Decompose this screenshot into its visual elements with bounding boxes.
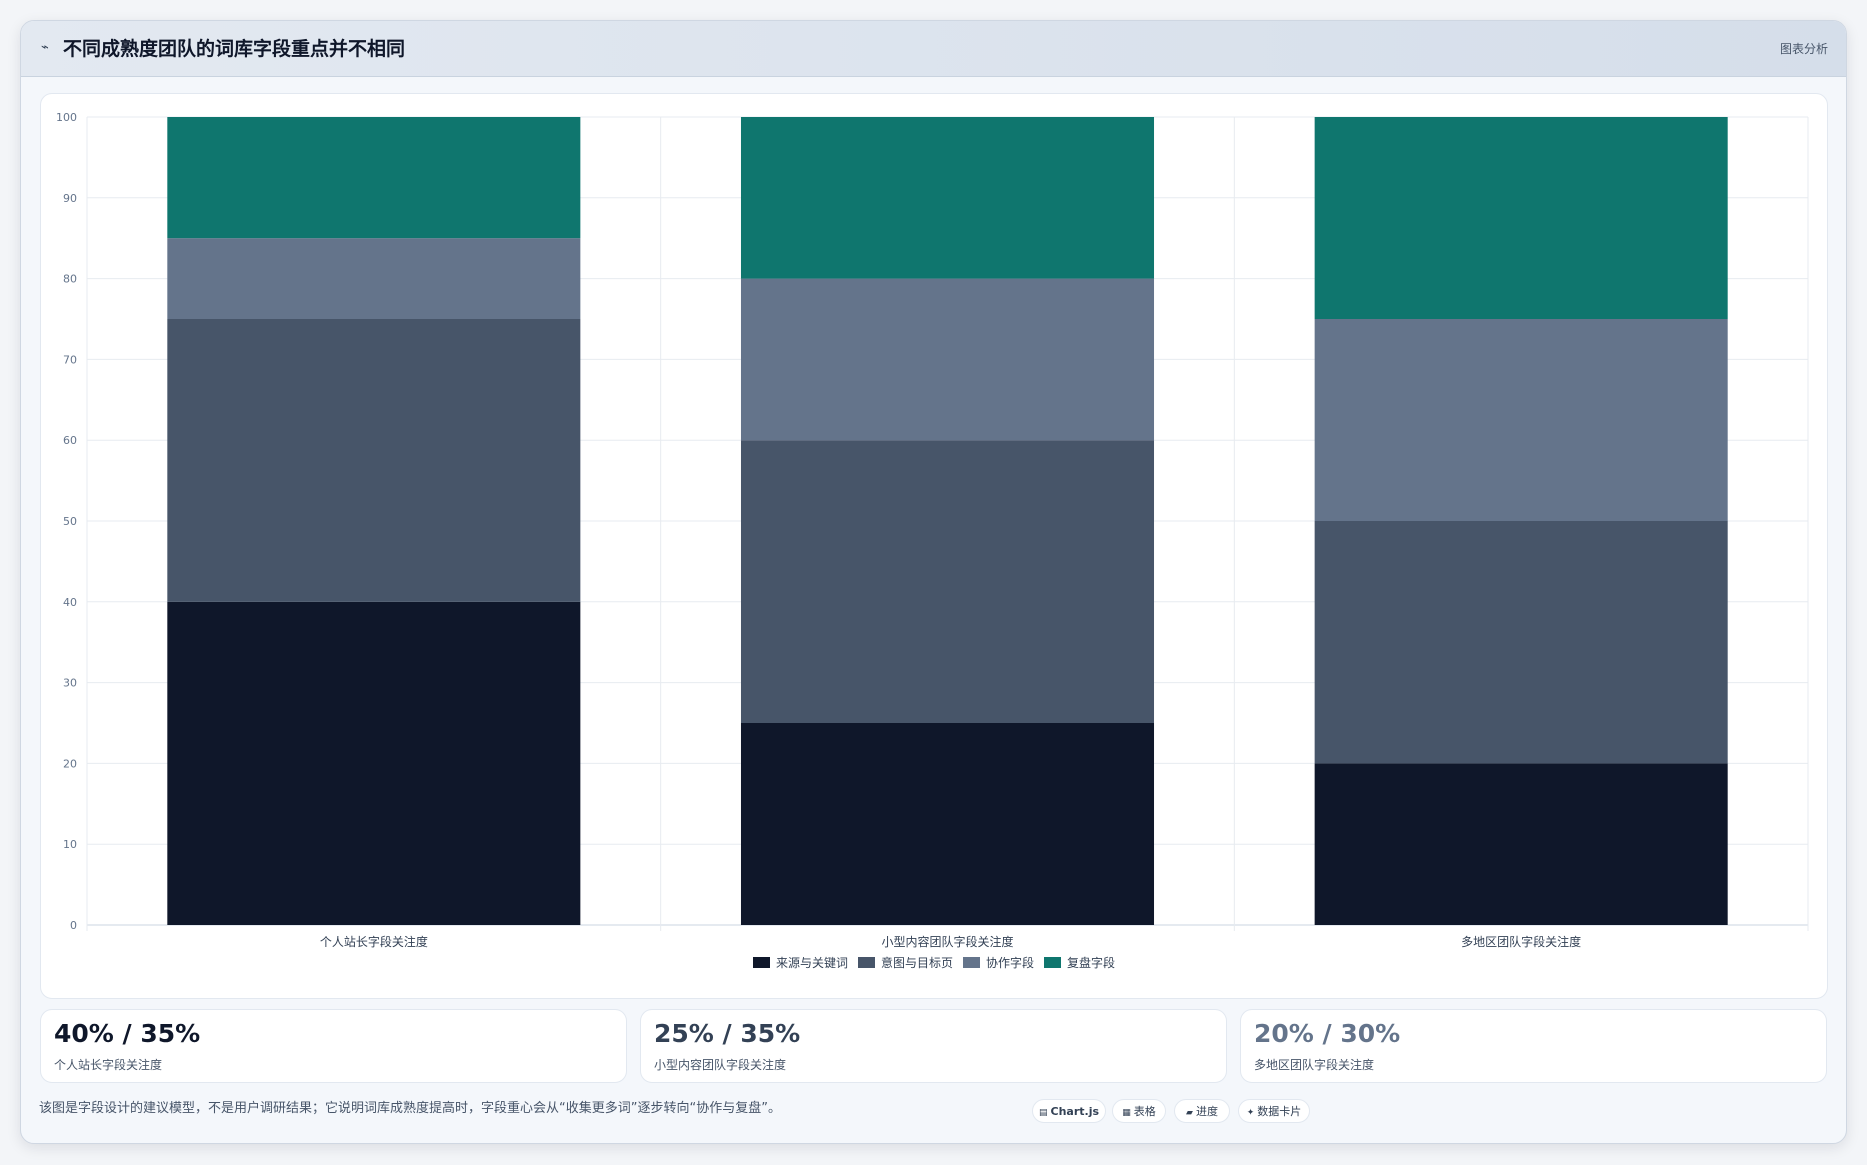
- y-tick-label: 30: [63, 677, 77, 690]
- bar-segment: [740, 723, 1155, 925]
- stat-value: 25% / 35%: [654, 1019, 801, 1048]
- legend-swatch: [857, 957, 875, 968]
- pill-label: 进度: [1195, 1105, 1218, 1118]
- y-tick-label: 60: [63, 434, 77, 447]
- trend-icon: ⌁: [41, 40, 49, 55]
- stat-card-solo: 40% / 35% 个人站长字段关注度: [40, 1009, 627, 1083]
- stat-card-multi-region: 20% / 30% 多地区团队字段关注度: [1240, 1009, 1827, 1083]
- legend-swatch: [963, 957, 980, 968]
- bar-segment: [167, 319, 581, 602]
- chart-card: 0 10 20 30 40 50 60 70 80 90 100 个人站长字段关注度 小型内容团队字段关…: [40, 93, 1828, 999]
- x-tick-label: 个人站长字段关注度: [320, 934, 428, 949]
- bar-segment: [167, 601, 581, 925]
- y-tick-label: 100: [56, 111, 77, 124]
- stat-value: 20% / 30%: [1254, 1019, 1401, 1048]
- table-icon: ▦: [1122, 1108, 1131, 1118]
- header-bar: ⌁ 不同成熟度团队的词库字段重点并不相同 图表分析: [21, 21, 1846, 77]
- chart-analysis-label: 图表分析: [1779, 42, 1828, 56]
- bar-segment: [1314, 319, 1728, 521]
- pill-label: 表格: [1133, 1105, 1156, 1118]
- pill-data-cards[interactable]: ✦ 数据卡片: [1238, 1099, 1310, 1123]
- stat-card-small-team: 25% / 35% 小型内容团队字段关注度: [640, 1009, 1227, 1083]
- legend-item[interactable]: 协作字段: [963, 954, 1034, 971]
- y-tick-label: 0: [70, 919, 77, 932]
- stat-label: 个人站长字段关注度: [54, 1058, 163, 1072]
- legend-item[interactable]: 来源与关键词: [752, 954, 848, 971]
- pill-label: Chart.js: [1050, 1105, 1100, 1118]
- x-tick-label: 小型内容团队字段关注度: [881, 934, 1013, 949]
- bar-segment: [1314, 763, 1728, 925]
- bar-segment: [167, 238, 581, 319]
- legend-label: 协作字段: [986, 956, 1035, 970]
- legend-label: 来源与关键词: [775, 956, 848, 970]
- y-tick-label: 50: [63, 515, 77, 528]
- pill-table[interactable]: ▦ 表格: [1112, 1099, 1166, 1123]
- y-tick-label: 70: [63, 353, 77, 366]
- stat-label: 小型内容团队字段关注度: [654, 1058, 787, 1072]
- bar-segment: [167, 117, 581, 239]
- footer-note: 该图是字段设计的建议模型，不是用户调研结果；它说明词库成熟度提高时，字段重心会从…: [39, 1101, 781, 1116]
- y-tick-label: 80: [63, 273, 77, 286]
- stat-value: 40% / 35%: [54, 1019, 201, 1048]
- bar-segment: [740, 117, 1155, 279]
- stat-label: 多地区团队字段关注度: [1254, 1058, 1375, 1072]
- legend-item[interactable]: 意图与目标页: [857, 954, 953, 971]
- chart-legend: 来源与关键词 意图与目标页 协作字段 复盘字段: [41, 954, 1827, 972]
- legend-label: 意图与目标页: [880, 956, 953, 970]
- progress-icon: ▰: [1186, 1108, 1193, 1118]
- stacked-bar-chart: 0 10 20 30 40 50 60 70 80 90 100 个人站长字段关注度 小型内容团队字段关…: [56, 111, 1809, 949]
- legend-swatch: [752, 957, 770, 968]
- chart-icon: ▤: [1038, 1108, 1048, 1118]
- legend-swatch: [1044, 957, 1062, 968]
- pill-label: 数据卡片: [1257, 1105, 1302, 1118]
- x-tick-label: 多地区团队字段关注度: [1461, 934, 1581, 949]
- bar-segment: [1314, 117, 1728, 319]
- report-window: ⌁ 不同成熟度团队的词库字段重点并不相同 图表分析 0 10 20 30 40 50 60 7…: [20, 20, 1847, 1144]
- y-tick-label: 40: [63, 596, 77, 609]
- pill-chartjs[interactable]: ▤ Chart.js: [1032, 1099, 1106, 1123]
- y-tick-label: 90: [63, 192, 77, 205]
- bar-segment: [740, 278, 1155, 441]
- page-title: 不同成熟度团队的词库字段重点并不相同: [63, 38, 406, 60]
- bar-segment: [740, 440, 1155, 723]
- y-tick-label: 10: [63, 838, 77, 851]
- y-tick-label: 20: [63, 757, 77, 770]
- sparkle-icon: ✦: [1246, 1108, 1255, 1118]
- legend-item[interactable]: 复盘字段: [1044, 954, 1115, 971]
- pill-progress[interactable]: ▰ 进度: [1174, 1099, 1230, 1123]
- bar-segment: [1314, 521, 1728, 764]
- legend-label: 复盘字段: [1067, 956, 1116, 970]
